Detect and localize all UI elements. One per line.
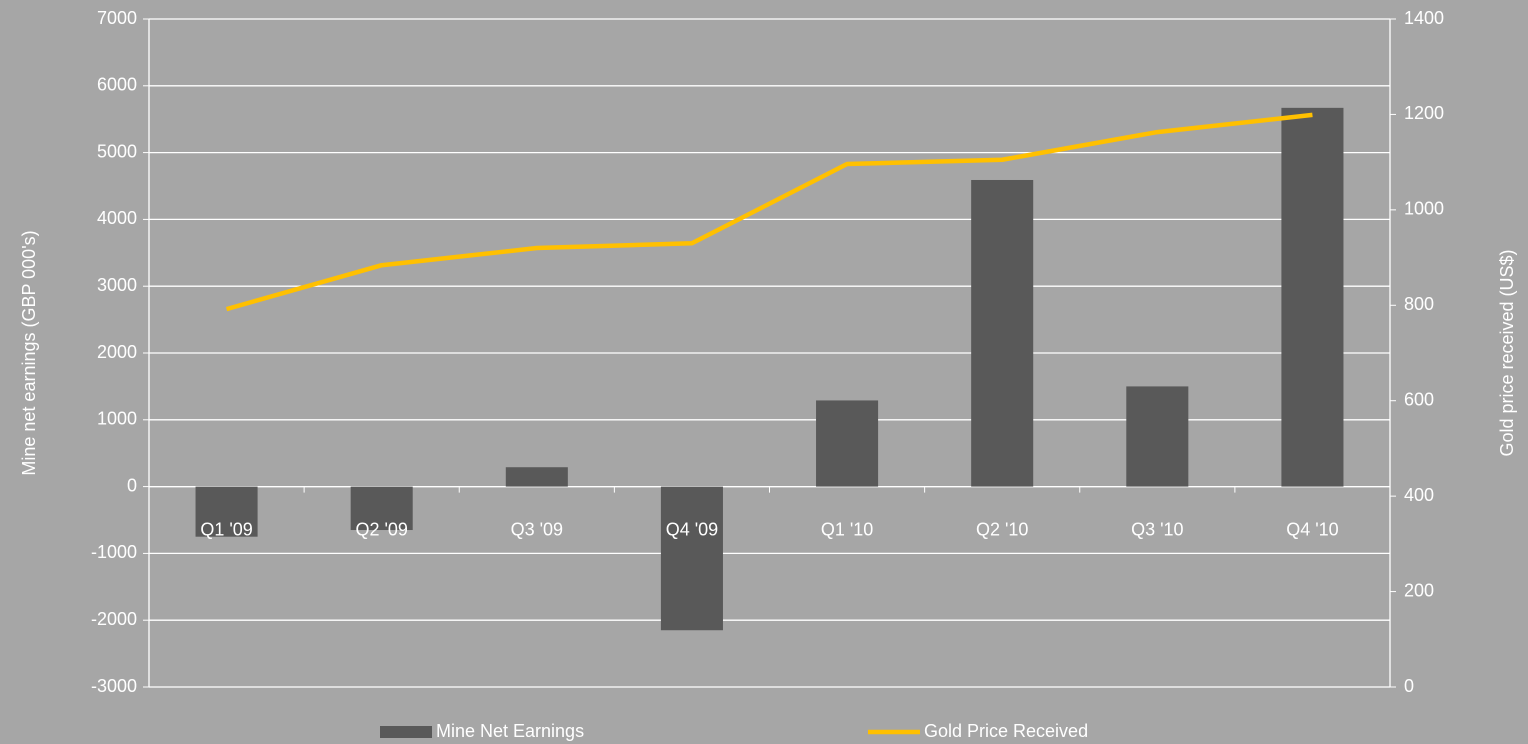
x-tick-label: Q1 '10 xyxy=(821,519,873,539)
bar xyxy=(971,179,1034,487)
x-tick-label: Q1 '09 xyxy=(200,519,252,539)
y-tick-label: 2000 xyxy=(97,342,137,362)
legend-label: Gold Price Received xyxy=(924,721,1088,741)
y-tick-label: 1000 xyxy=(97,409,137,429)
x-tick-label: Q2 '09 xyxy=(355,519,407,539)
y-tick-label: 3000 xyxy=(97,275,137,295)
legend-swatch xyxy=(380,726,432,738)
y2-axis-title: Gold price received (US$) xyxy=(1497,249,1517,456)
x-tick-label: Q4 '10 xyxy=(1286,519,1338,539)
y2-tick-label: 200 xyxy=(1404,580,1434,600)
x-tick-label: Q4 '09 xyxy=(666,519,718,539)
y-tick-label: -1000 xyxy=(91,542,137,562)
y2-tick-label: 0 xyxy=(1404,676,1414,696)
y2-tick-label: 800 xyxy=(1404,294,1434,314)
y-axis-title: Mine net earnings (GBP 000's) xyxy=(19,230,39,475)
line xyxy=(225,112,1313,312)
y2-tick-label: 1200 xyxy=(1404,103,1444,123)
y2-tick-label: 600 xyxy=(1404,389,1434,409)
y2-tick-label: 400 xyxy=(1404,485,1434,505)
y2-tick-label: 1000 xyxy=(1404,199,1444,219)
y-tick-label: -2000 xyxy=(91,609,137,629)
legend-label: Mine Net Earnings xyxy=(436,721,584,741)
y-tick-label: 4000 xyxy=(97,208,137,228)
bar xyxy=(350,486,413,531)
bar xyxy=(505,467,568,487)
y2-tick-label: 1400 xyxy=(1404,8,1444,28)
bar xyxy=(1126,386,1189,487)
x-tick-label: Q3 '10 xyxy=(1131,519,1183,539)
y-tick-label: 5000 xyxy=(97,141,137,161)
y-tick-label: 7000 xyxy=(97,8,137,28)
bar xyxy=(195,486,258,537)
y-tick-label: -3000 xyxy=(91,676,137,696)
bar xyxy=(816,400,879,487)
bar xyxy=(1281,107,1344,487)
x-tick-label: Q3 '09 xyxy=(511,519,563,539)
y-tick-label: 0 xyxy=(127,475,137,495)
y-tick-label: 6000 xyxy=(97,75,137,95)
x-tick-label: Q2 '10 xyxy=(976,519,1028,539)
bar xyxy=(660,486,723,631)
